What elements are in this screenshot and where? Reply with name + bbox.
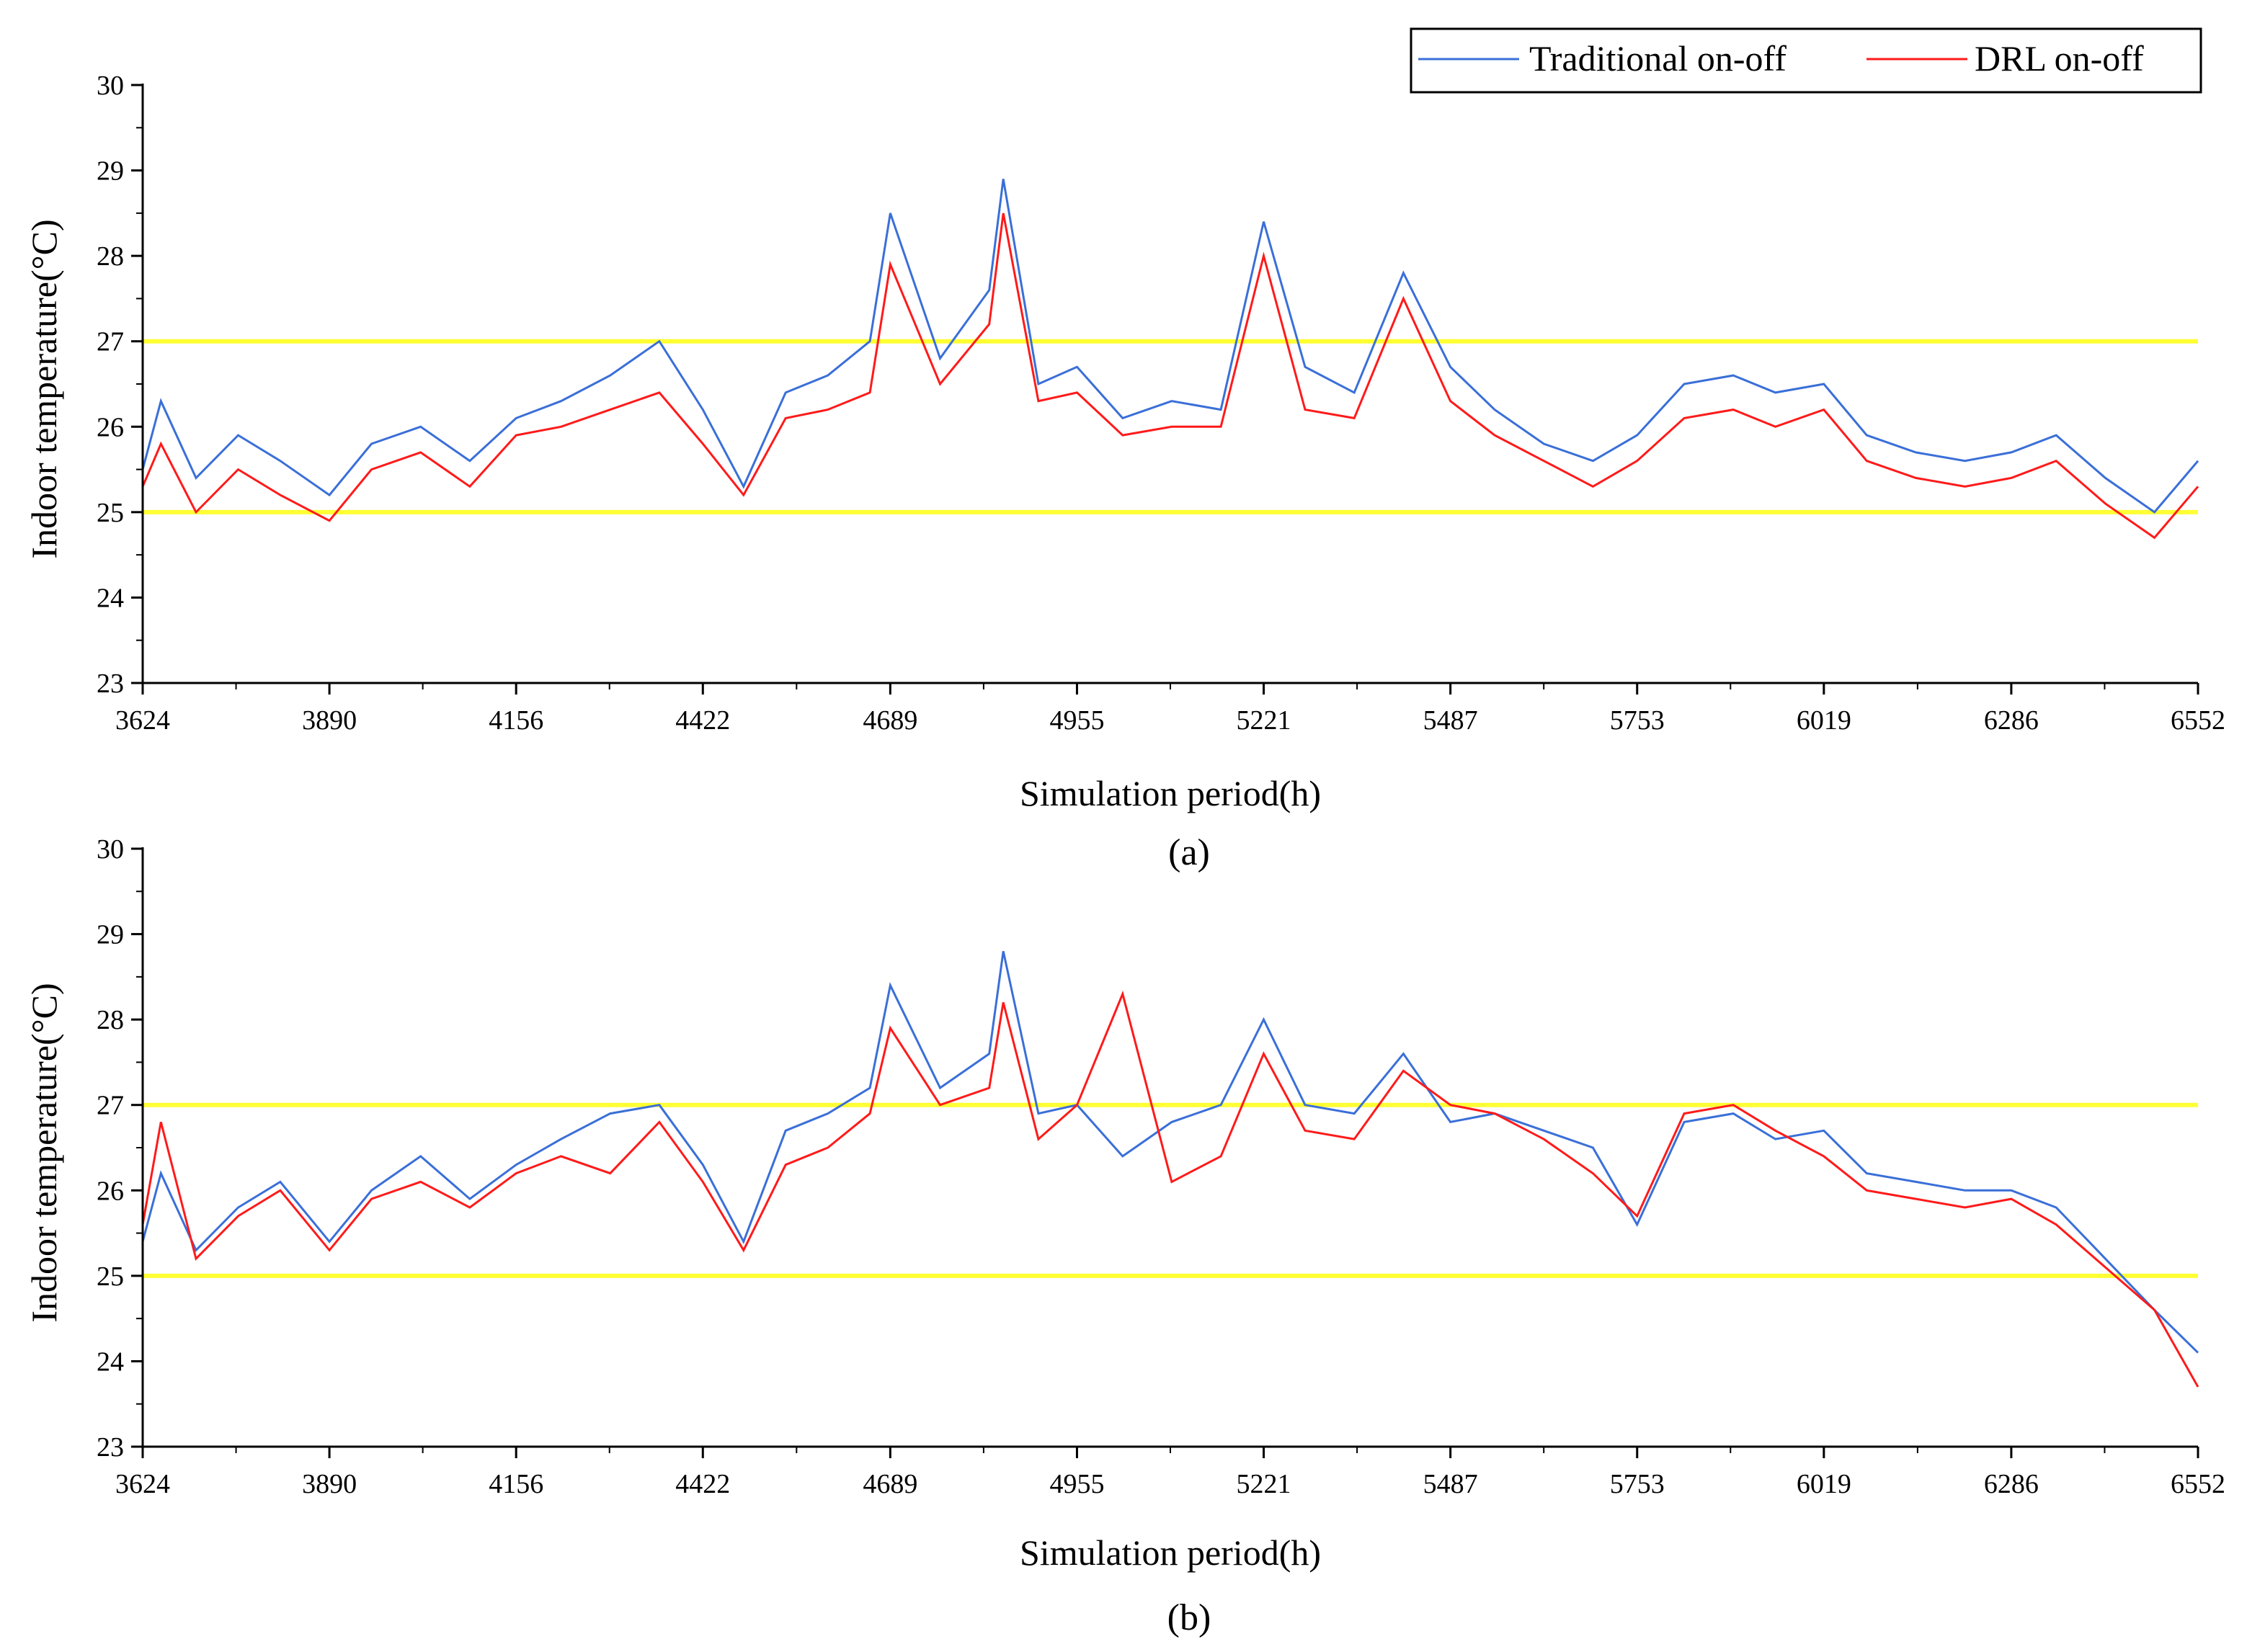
x-tick-label: 4689: [863, 1469, 917, 1499]
x-tick-label: 5753: [1610, 705, 1665, 736]
y-tick-label: 25: [97, 1262, 124, 1292]
y-tick-label: 26: [97, 1176, 124, 1206]
x-tick-label: 4156: [489, 705, 543, 736]
panel-b: 23 24 25 26 27 28 29 30 3624 3890 4156 4422 4689 4955…: [24, 834, 2225, 1638]
y-tick-label: 30: [97, 71, 124, 101]
y-tick-label: 24: [97, 1347, 124, 1377]
y-tick-label: 24: [97, 583, 124, 613]
y-tick-label: 30: [97, 834, 124, 865]
x-tick-label: 5487: [1423, 1469, 1478, 1499]
y-tick-label: 27: [97, 327, 124, 357]
x-tick-label: 5753: [1610, 1469, 1665, 1499]
x-tick-label: 6286: [1984, 705, 2039, 736]
x-tick-label: 3624: [115, 705, 170, 736]
y-tick-label: 28: [97, 241, 124, 272]
x-axis-title: Simulation period(h): [1020, 1532, 1321, 1573]
y-tick-label: 27: [97, 1091, 124, 1121]
series-drl-line: [141, 213, 2199, 540]
series-traditional-line: [141, 179, 2199, 514]
y-tick-label: 25: [97, 498, 124, 528]
series-traditional-line: [141, 950, 2199, 1354]
legend: Traditional on-off DRL on-off: [1410, 27, 2202, 94]
y-tick-label: 23: [97, 1432, 124, 1463]
x-tick-label: 5221: [1237, 1469, 1291, 1499]
x-axis-title: Simulation period(h): [1020, 773, 1321, 813]
x-tick-label: 3890: [302, 1469, 357, 1499]
x-tick-label: 3624: [115, 1469, 170, 1499]
y-tick-label: 29: [97, 156, 124, 187]
y-tick-label: 23: [97, 669, 124, 699]
y-tick-label: 29: [97, 920, 124, 950]
x-tick-label: 3890: [302, 705, 357, 736]
x-tick-label: 6286: [1984, 1469, 2039, 1499]
x-tick-label: 6019: [1797, 1469, 1851, 1499]
x-tick-label: 4689: [863, 705, 917, 736]
y-axis-title: Indoor temperature(°C): [24, 219, 64, 558]
x-tick-label: 6019: [1797, 705, 1851, 736]
series-drl-line: [141, 990, 2199, 1388]
x-tick-label: 4955: [1049, 705, 1104, 736]
legend-traditional-label: Traditional on-off: [1529, 38, 1787, 79]
panel-label: (b): [1167, 1597, 1211, 1638]
x-tick-label: 4422: [675, 705, 730, 736]
x-tick-label: 5487: [1423, 705, 1478, 736]
x-tick-label: 6552: [2171, 1469, 2225, 1499]
x-tick-label: 4156: [489, 1469, 543, 1499]
x-tick-label: 4422: [675, 1469, 730, 1499]
x-tick-label: 5221: [1237, 705, 1291, 736]
x-tick-label: 6552: [2171, 705, 2225, 736]
panel-label: (a): [1168, 832, 1210, 873]
y-tick-label: 26: [97, 412, 124, 442]
panel-a: 23 24 25 26 27 28 29 30 3624 3890 4156 4422 4689 4955…: [24, 71, 2225, 873]
y-tick-label: 28: [97, 1005, 124, 1035]
y-axis-title: Indoor temperature(°C): [24, 983, 64, 1322]
legend-drl-label: DRL on-off: [1975, 38, 2144, 79]
x-tick-label: 4955: [1049, 1469, 1104, 1499]
legend-box: [1410, 27, 2202, 94]
